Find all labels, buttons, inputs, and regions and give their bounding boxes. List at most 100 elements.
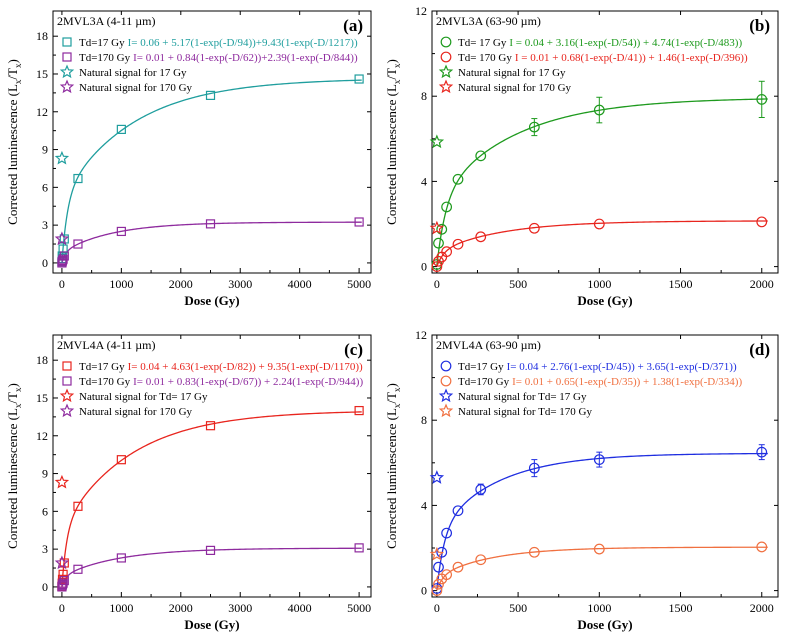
legend-star — [59, 388, 75, 403]
natural-signal-star — [429, 134, 445, 149]
data-point — [528, 121, 540, 133]
x-tick-label: 1000 — [587, 601, 611, 615]
data-point — [441, 246, 453, 258]
data-point — [431, 585, 443, 597]
natural-signal-star — [54, 150, 70, 165]
legend-series-name: Td=170 Gy — [458, 376, 510, 388]
legend-marker — [62, 376, 72, 386]
data-point — [475, 231, 487, 243]
legend-star — [438, 79, 454, 94]
x-tick-label: 1000 — [109, 277, 133, 291]
legend-equation: I = 0.04 + 3.16(1-exp(-D/54)) + 4.74(1-e… — [509, 37, 742, 49]
legend-natural-entry: Natural signal for Td= 17 Gy — [79, 391, 208, 403]
x-tick-label: 1000 — [587, 277, 611, 291]
legend-equation: I= 0.04 + 4.63(1-exp(-D/82)) + 9.35(1-ex… — [128, 361, 363, 373]
data-point — [756, 216, 768, 228]
legend-equation: I= 0.01 + 0.84(1-exp(-D/62))+2.39(1-exp(… — [133, 52, 358, 64]
data-point — [73, 501, 83, 511]
legend-star — [59, 64, 75, 79]
plot-frame — [52, 334, 372, 598]
y-axis-label-part: Corrected luminescence (L — [5, 408, 20, 549]
legend-marker — [62, 52, 72, 62]
y-tick-label: 0 — [42, 256, 48, 270]
legend-natural-entry: Natural signal for 17 Gy — [79, 67, 187, 79]
y-axis-label: Corrected luminescence (Lx/Tx) — [5, 383, 23, 549]
x-tick-label: 2000 — [750, 277, 774, 291]
data-point — [593, 454, 605, 466]
x-axis-label: Dose (Gy) — [184, 293, 239, 308]
data-point — [205, 219, 216, 229]
data-point — [475, 554, 487, 566]
x-axis-label: Dose (Gy) — [184, 617, 239, 632]
y-tick-label: 12 — [36, 429, 48, 443]
legend-entry: Td=17 Gy I= 0.06 + 5.17(1-exp(-D/94))+9.4… — [79, 37, 358, 49]
legend-marker — [440, 51, 452, 63]
x-tick-label: 2000 — [169, 277, 193, 291]
data-point — [528, 222, 540, 234]
natural-signal-star — [429, 470, 445, 484]
data-point — [528, 546, 540, 558]
series-0 — [57, 405, 364, 591]
x-tick-label: 4000 — [288, 277, 312, 291]
panel-c: 0 1000 2000 3000 4000 5000 0 3 6 9 12 15 18 Dose (Gy)… — [5, 334, 372, 632]
panel-label: (b) — [749, 16, 770, 35]
y-tick-label: 8 — [421, 413, 427, 427]
series-1 — [431, 216, 768, 273]
y-tick-label: 4 — [421, 174, 427, 188]
panel-label: (a) — [343, 16, 363, 35]
fit-curve-0 — [436, 98, 768, 266]
panel-label: (c) — [344, 340, 363, 359]
x-tick-label: 3000 — [228, 277, 252, 291]
data-point — [354, 405, 364, 416]
series-0 — [431, 444, 768, 594]
y-axis-label-part: /T — [5, 392, 20, 404]
legend-series-name: Td= 170 Gy — [458, 52, 512, 64]
legend-series-name: Td=17 Gy — [79, 361, 125, 373]
y-axis-label-part: x — [392, 79, 402, 84]
data-point — [433, 237, 444, 249]
legend-series-name: Td=17 Gy — [79, 37, 125, 49]
y-tick-label: 4 — [421, 498, 427, 512]
data-point — [433, 578, 444, 590]
y-axis-label-part: x — [392, 63, 402, 68]
x-tick-label: 0 — [59, 601, 65, 615]
y-axis-label-part: ) — [384, 383, 399, 387]
y-tick-label: 0 — [421, 584, 427, 598]
sample-label: 2MVL3A (4-11 µm) — [57, 14, 155, 28]
data-point — [73, 173, 83, 184]
legend-entry: Td= 17 Gy I = 0.04 + 3.16(1-exp(-D/54)) +… — [458, 37, 742, 49]
y-axis-label: Corrected luminescence (Lx/Tx) — [384, 383, 402, 549]
x-tick-label: 2000 — [750, 601, 774, 615]
fit-curve-1 — [436, 546, 768, 591]
natural-signal-star — [54, 474, 70, 489]
y-axis-label-part: x — [392, 387, 402, 392]
x-tick-label: 4000 — [288, 601, 312, 615]
y-axis-label-part: x — [392, 403, 402, 408]
x-axis-label: Dose (Gy) — [577, 293, 632, 308]
y-tick-label: 3 — [42, 218, 48, 232]
data-point — [593, 218, 605, 230]
data-point — [431, 261, 443, 273]
sample-label: 2MVL4A (4-11 µm) — [57, 338, 155, 352]
legend-natural-entry: Natural signal for 17 Gy — [458, 67, 566, 79]
fit-curve-1 — [61, 547, 362, 587]
data-point — [73, 564, 83, 574]
panel-d: 0 500 1000 1500 2000 0 4 8 12 Dose (Gy) Corrected … — [384, 328, 779, 632]
legend-marker — [440, 36, 452, 48]
x-tick-label: 1500 — [669, 601, 693, 615]
data-point — [116, 455, 126, 465]
natural-signal-star — [429, 546, 445, 561]
x-tick-label: 1000 — [109, 601, 133, 615]
data-point — [441, 201, 453, 213]
legend-equation: I= 0.06 + 5.17(1-exp(-D/94))+9.43(1-exp(… — [128, 37, 358, 49]
legend-series-name: Td=170 Gy — [79, 376, 131, 388]
legend-entry: Td=170 Gy I= 0.01 + 0.65(1-exp(-D/35)) + … — [458, 376, 742, 388]
y-tick-label: 6 — [42, 180, 48, 194]
y-axis-label-part: ) — [5, 383, 20, 387]
y-axis-label-part: x — [13, 387, 23, 392]
y-tick-label: 0 — [421, 260, 427, 274]
data-point — [116, 124, 126, 135]
x-tick-label: 500 — [509, 277, 527, 291]
data-point — [452, 561, 464, 573]
